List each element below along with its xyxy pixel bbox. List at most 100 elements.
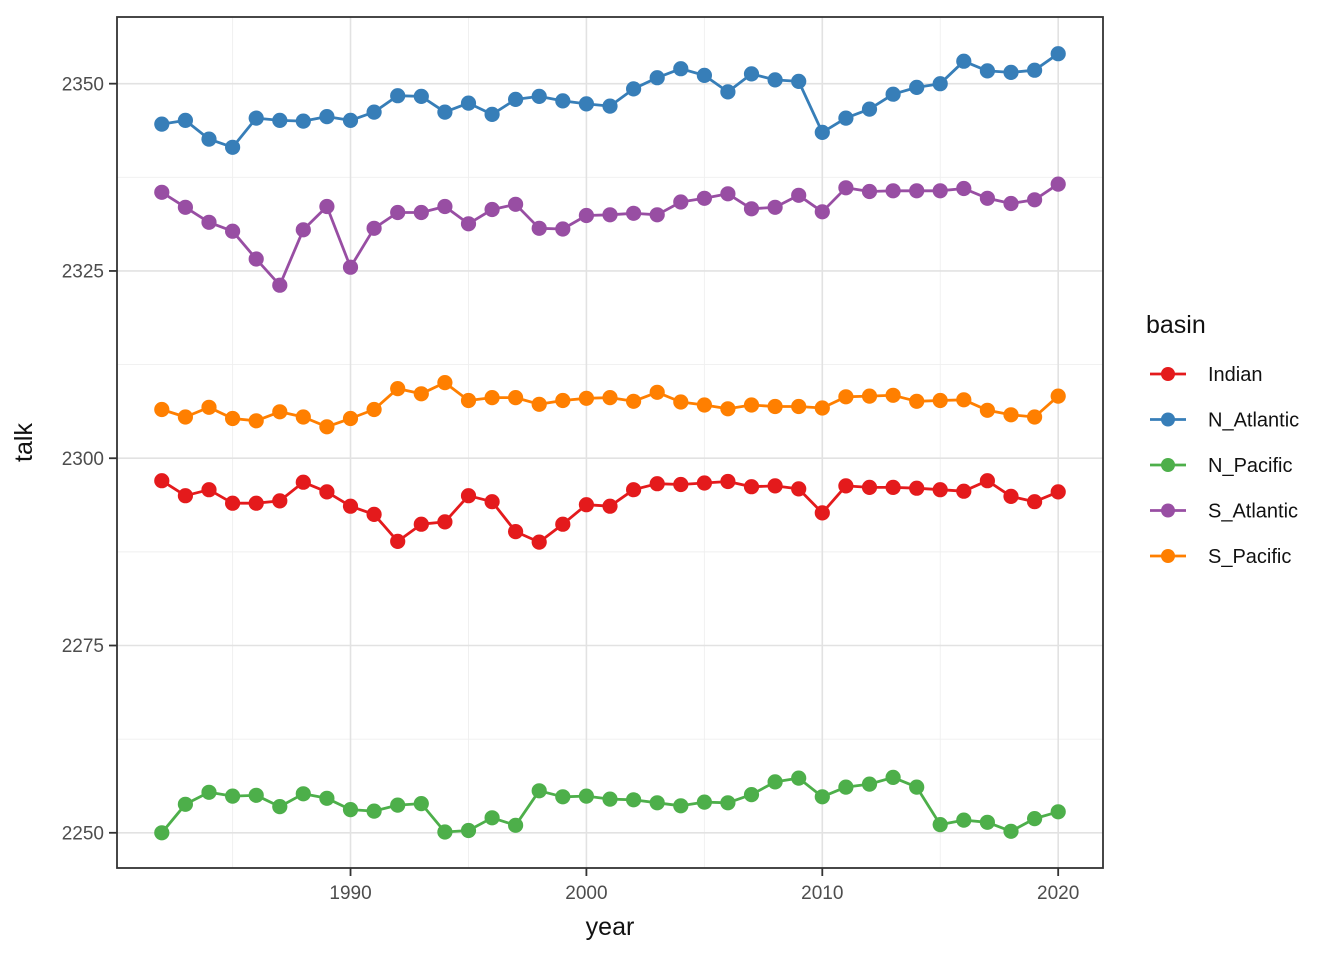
legend-label: N_Pacific <box>1208 455 1292 477</box>
data-point <box>460 392 477 409</box>
data-point <box>484 494 500 510</box>
data-point <box>838 110 854 126</box>
data-point <box>248 495 264 511</box>
data-point <box>696 794 713 810</box>
data-point <box>225 223 241 239</box>
data-point <box>1003 407 1019 423</box>
data-point <box>1027 409 1043 425</box>
grid-major <box>117 17 1103 868</box>
data-point <box>1003 195 1019 212</box>
data-point <box>626 81 642 97</box>
data-point <box>319 198 335 215</box>
data-point <box>177 199 193 215</box>
data-point <box>791 398 807 415</box>
x-tick-label: 2020 <box>1037 883 1079 904</box>
series-N_Atlantic <box>154 46 1066 155</box>
data-point <box>225 410 241 427</box>
data-point <box>767 774 783 790</box>
data-point <box>578 207 595 224</box>
data-point <box>507 390 524 406</box>
y-axis: 2250 2275 2300 2325 2350 <box>62 74 117 844</box>
data-point <box>154 116 170 132</box>
data-point <box>956 180 972 197</box>
data-point <box>555 392 571 409</box>
y-tick-label: 2250 <box>62 823 104 844</box>
data-point <box>673 798 689 814</box>
plot-panel <box>117 17 1103 868</box>
data-point <box>956 392 972 408</box>
data-point <box>578 390 595 406</box>
data-point <box>319 419 335 435</box>
data-point <box>791 770 807 786</box>
data-point <box>626 205 642 221</box>
data-point <box>154 473 170 489</box>
data-point <box>720 473 736 490</box>
x-axis: 1990 2000 2010 2020 <box>329 868 1079 904</box>
data-point <box>507 91 524 107</box>
data-point <box>909 79 925 95</box>
data-point <box>484 810 500 826</box>
data-point <box>555 516 571 532</box>
data-point <box>437 104 453 120</box>
data-point <box>484 106 500 122</box>
data-point <box>177 409 193 425</box>
legend-key-point <box>1161 458 1175 472</box>
data-point <box>696 67 713 83</box>
data-point <box>366 803 382 819</box>
data-point <box>743 479 760 495</box>
data-point <box>366 104 382 120</box>
legend: basin Indian N_Atlantic N_Pacific S_Atlantic… <box>1146 311 1299 568</box>
data-point <box>555 93 571 109</box>
data-point <box>578 96 595 112</box>
data-point <box>626 393 642 409</box>
data-point <box>649 795 665 811</box>
data-point <box>1050 388 1066 404</box>
data-point <box>767 478 783 494</box>
data-point <box>366 220 382 236</box>
series-S_Atlantic <box>154 176 1066 293</box>
data-point <box>295 409 311 425</box>
data-point <box>814 789 830 805</box>
data-point <box>956 483 972 499</box>
data-point <box>720 401 736 417</box>
data-point <box>437 514 453 530</box>
data-point <box>1027 811 1043 827</box>
data-point <box>413 386 429 402</box>
data-point <box>272 493 288 509</box>
data-point <box>531 88 547 104</box>
data-point <box>154 184 170 200</box>
series-Indian <box>154 473 1066 550</box>
legend-label: N_Atlantic <box>1208 410 1299 432</box>
data-point <box>673 194 689 210</box>
data-point <box>177 796 193 812</box>
grid-minor <box>117 17 1103 868</box>
data-point <box>861 183 878 200</box>
data-point <box>272 799 288 815</box>
data-point <box>885 479 901 495</box>
data-point <box>885 86 901 102</box>
data-point <box>1027 62 1043 78</box>
data-point <box>838 180 854 196</box>
data-point <box>248 413 264 429</box>
data-point <box>437 375 453 391</box>
legend-item-S_Pacific: S_Pacific <box>1150 546 1291 568</box>
data-point <box>649 384 665 400</box>
data-point <box>295 222 311 238</box>
data-point <box>154 825 170 841</box>
data-point <box>342 498 359 514</box>
data-point <box>225 788 241 804</box>
data-point <box>484 390 500 406</box>
data-point <box>531 534 547 550</box>
x-tick-label: 2000 <box>565 883 607 904</box>
data-point <box>225 495 241 511</box>
legend-item-Indian: Indian <box>1150 364 1263 386</box>
data-point <box>1050 176 1066 192</box>
y-tick-label: 2350 <box>62 74 104 95</box>
data-point <box>861 479 878 495</box>
data-point <box>295 113 311 129</box>
data-point <box>437 824 453 840</box>
data-point <box>342 259 359 275</box>
data-point <box>1003 64 1019 80</box>
data-point <box>885 387 901 403</box>
data-point <box>838 779 854 795</box>
